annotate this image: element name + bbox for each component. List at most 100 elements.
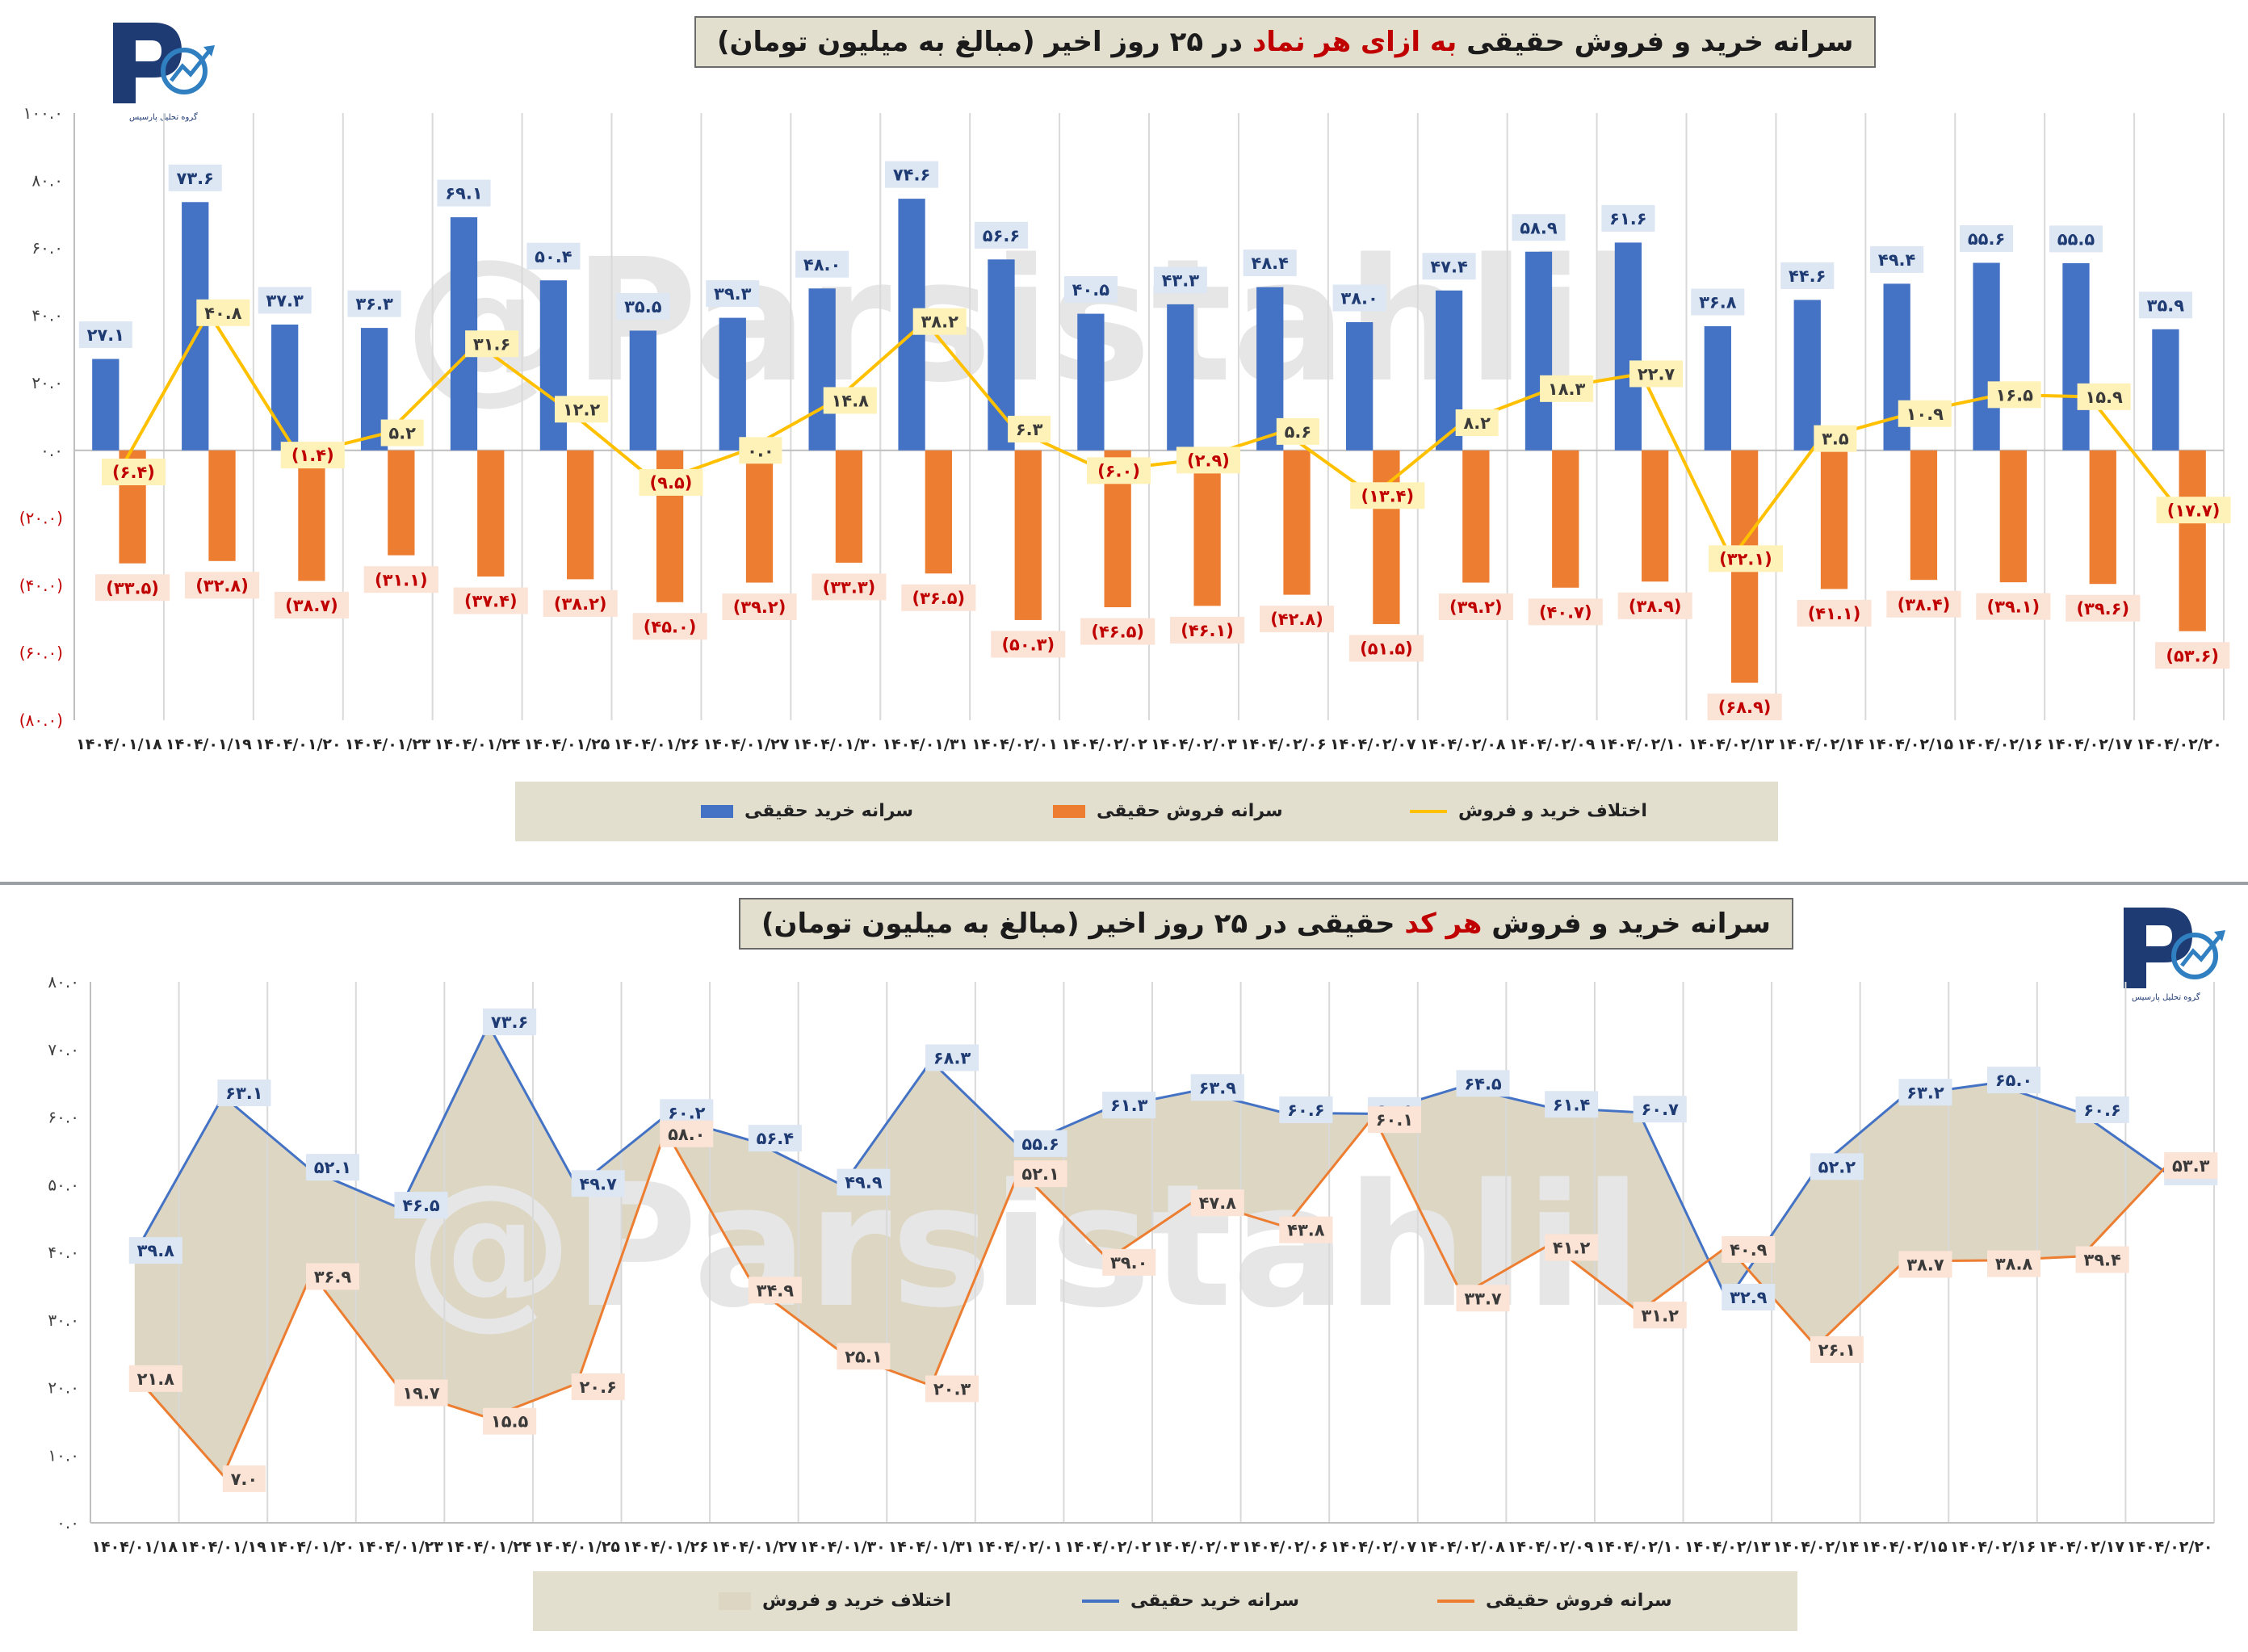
label-buy: ۶۳.۲ <box>1906 1083 1944 1102</box>
bar-sell <box>1462 450 1490 583</box>
label-diff-bg <box>639 468 703 496</box>
label-diff: ۴۰.۸ <box>204 304 242 323</box>
label-buy: ۴۹.۷ <box>579 1174 617 1193</box>
label-buy: ۳۵.۹ <box>2147 296 2185 315</box>
label-diff-bg <box>380 419 424 447</box>
label-buy-bg <box>1153 266 1207 294</box>
label-diff: ۲۲.۷ <box>1638 365 1676 384</box>
label-buy: ۶۱.۴ <box>1553 1095 1591 1114</box>
label-buy-bg <box>1102 1092 1156 1119</box>
y-tick-label: ۵۰.۰ <box>48 1175 79 1194</box>
bar-sell <box>567 450 594 580</box>
x-tick-label: ۱۴۰۴/۰۲/۱۵ <box>1867 736 1953 753</box>
bar-sell <box>1642 450 1669 582</box>
label-sell-group: ۳۹.۰ <box>1102 1248 1156 1276</box>
legend-item-sell: سرانه فروش حقیقی <box>1053 801 1283 821</box>
x-tick-label: ۱۴۰۴/۰۱/۲۴ <box>446 1538 532 1556</box>
x-tick-label: ۱۴۰۴/۰۲/۲۰ <box>2127 1538 2213 1556</box>
label-diff: ۳.۵ <box>1822 430 1849 449</box>
label-sell-group: ۵۳.۳ <box>2164 1152 2218 1180</box>
x-tick-label: ۱۴۰۴/۰۱/۳۱ <box>882 736 968 753</box>
bar-buy <box>182 202 209 451</box>
label-sell-group: ۱۵.۵ <box>483 1407 537 1435</box>
label-sell: (۴۶.۱) <box>1181 621 1234 640</box>
label-buy-group: ۵۲.۲ <box>1810 1153 1864 1180</box>
bar-sell <box>208 450 236 561</box>
label-buy-bg <box>2049 225 2103 253</box>
top-bar-chart: @Parsistahlil۱۰۰.۰۸۰.۰۶۰.۰۴۰.۰۲۰.۰۰.۰(۲۰… <box>19 103 2231 753</box>
label-sell-bg <box>1886 590 1961 618</box>
label-sell-bg <box>95 574 170 602</box>
label-diff-bg <box>1176 447 1241 474</box>
label-buy: ۴۷.۴ <box>1430 257 1468 276</box>
label-sell-bg <box>901 584 976 611</box>
label-sell-bg <box>837 1343 891 1370</box>
label-diff-group: ۸.۲ <box>1455 409 1499 437</box>
label-buy-bg <box>571 1170 625 1197</box>
label-buy: ۵۲.۲ <box>1818 1157 1856 1176</box>
bar-buy <box>1973 262 2000 451</box>
label-buy-group: ۵۰.۴ <box>526 242 581 270</box>
label-sell: (۳۱.۱) <box>375 570 428 589</box>
label-diff-group: (۶.۴) <box>101 459 166 486</box>
label-sell-group: ۳۶.۹ <box>305 1263 359 1290</box>
label-sell: (۳۶.۵) <box>912 589 966 608</box>
label-buy-bg <box>258 287 312 314</box>
label-sell-group: ۴۳.۸ <box>1279 1216 1333 1243</box>
logo-caption: گروه تحلیل پارسیس <box>2132 993 2200 1002</box>
label-buy-bg <box>1601 204 1655 232</box>
label-buy-bg <box>974 221 1029 249</box>
label-sell-bg <box>1367 1106 1421 1134</box>
panel-divider <box>0 882 2248 885</box>
label-buy-bg <box>1190 1074 1244 1101</box>
label-diff-group: ۱۲.۲ <box>555 396 609 423</box>
label-buy-bg <box>1960 224 2014 252</box>
label-sell-group: (۴۲.۸) <box>1259 606 1335 633</box>
label-diff-group: ۵.۶ <box>1276 417 1319 445</box>
label-buy-bg <box>2138 291 2192 319</box>
label-buy: ۴۰.۵ <box>1072 280 1110 300</box>
label-sell-group: (۳۱.۱) <box>363 566 438 593</box>
label-diff-bg <box>912 308 967 335</box>
label-sell: (۶۸.۹) <box>1718 698 1772 717</box>
legend-item-sell: سرانه فروش حقیقی <box>1437 1591 1672 1611</box>
label-sell-bg <box>1722 1235 1776 1263</box>
x-tick-label: ۱۴۰۴/۰۲/۰۸ <box>1420 736 1506 753</box>
label-sell-bg <box>1170 616 1245 644</box>
label-diff-bg <box>1898 400 1952 427</box>
x-tick-label: ۱۴۰۴/۰۲/۱۶ <box>1957 736 2043 753</box>
label-buy-bg <box>1987 1067 2041 1094</box>
legend-item-area: اختلاف خرید و فروش <box>719 1591 951 1611</box>
label-sell-group: (۳۳.۵) <box>95 574 170 602</box>
label-buy-bg <box>795 250 849 278</box>
label-buy-group: ۶۱.۶ <box>1601 204 1655 232</box>
label-diff-bg <box>1629 360 1684 388</box>
label-diff: (۹.۵) <box>650 473 693 493</box>
label-sell-bg <box>1633 1302 1687 1329</box>
bar-buy <box>629 330 656 451</box>
bar-buy <box>1167 304 1194 451</box>
legend-label-buy: سرانه خرید حقیقی <box>744 801 914 821</box>
label-sell-bg <box>128 1365 182 1392</box>
x-tick-label: ۱۴۰۴/۰۱/۱۸ <box>76 736 162 753</box>
bar-sell <box>2179 450 2206 631</box>
bar-sell <box>477 450 505 577</box>
label-buy-bg <box>2075 1096 2129 1123</box>
label-diff: (۱۳.۴) <box>1361 486 1414 505</box>
label-sell-bg <box>483 1407 537 1435</box>
label-sell: ۲۱.۸ <box>137 1369 175 1389</box>
bar-buy <box>2062 262 2090 451</box>
bottom-area-chart: @Parsistahlil۸۰.۰۷۰.۰۶۰.۰۵۰.۰۴۰.۰۳۰.۰۲۰.… <box>48 972 2218 1556</box>
label-buy-bg <box>483 1008 537 1036</box>
label-diff-bg <box>1987 381 2041 409</box>
label-sell-bg <box>222 1465 266 1492</box>
label-diff-bg <box>1540 375 1594 402</box>
x-tick-label: ۱۴۰۴/۰۲/۱۴ <box>1778 736 1864 753</box>
label-sell: ۷.۰ <box>231 1470 258 1489</box>
label-buy-group: ۳۵.۹ <box>2138 291 2192 319</box>
x-tick-label: ۱۴۰۴/۰۲/۰۱ <box>971 736 1058 753</box>
label-buy: ۳۸.۰ <box>1340 289 1378 308</box>
y-tick-label: ۸۰.۰ <box>31 171 63 191</box>
x-tick-label: ۱۴۰۴/۰۲/۱۰ <box>1596 1538 1682 1556</box>
label-buy-bg <box>1722 1283 1776 1310</box>
